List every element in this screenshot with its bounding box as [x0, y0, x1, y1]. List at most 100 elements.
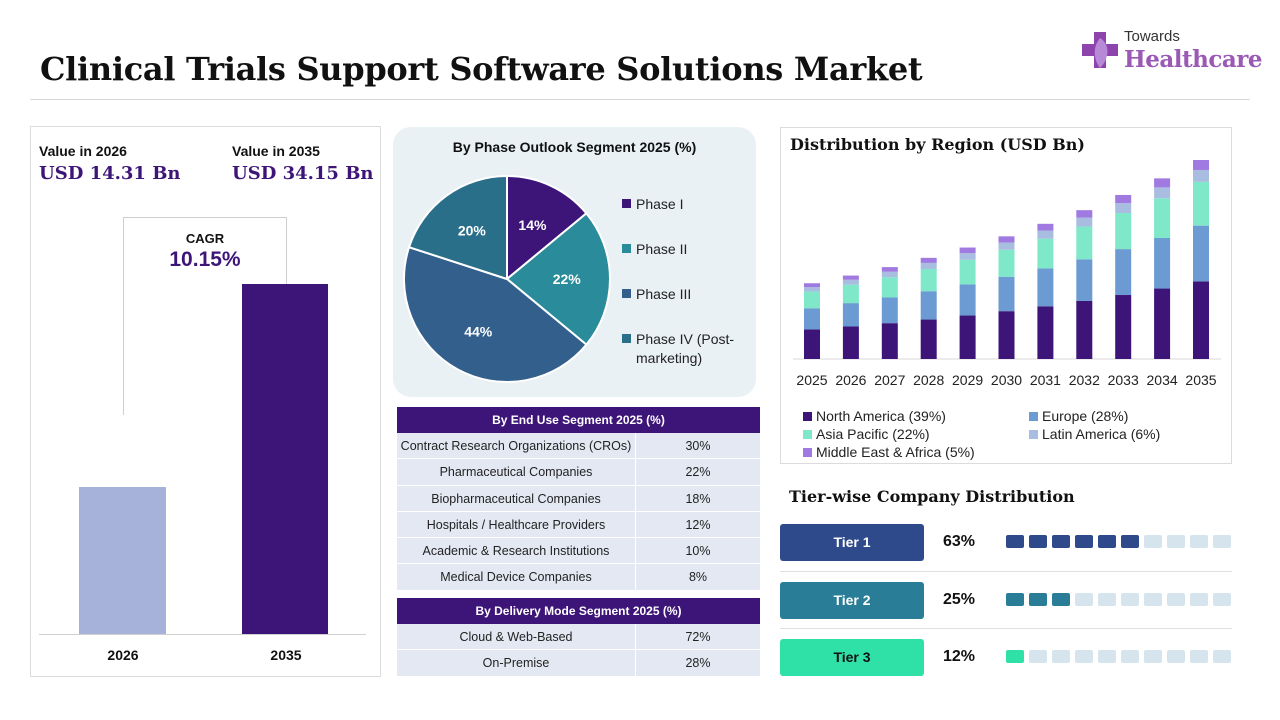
- region-bar-segment: [881, 267, 898, 272]
- legend-swatch: [622, 334, 631, 343]
- medical-cross-icon: [1082, 32, 1118, 68]
- row-value: 10%: [636, 538, 760, 564]
- value-2026: USD 14.31 Bn: [39, 163, 181, 184]
- region-x-tick-label: 2028: [913, 372, 944, 388]
- tier-row-1: Tier 1 63%: [780, 524, 1232, 564]
- tier-dot: [1052, 535, 1070, 548]
- legend-label: Phase II: [636, 241, 688, 257]
- tier-1-percent: 63%: [943, 533, 976, 550]
- region-bar-segment: [1037, 238, 1054, 269]
- region-bar-segment: [842, 284, 859, 304]
- tier-dot: [1075, 593, 1093, 606]
- row-value: 12%: [636, 511, 760, 538]
- region-x-tick-label: 2025: [796, 372, 827, 388]
- delivery-mode-table-header: By Delivery Mode Segment 2025 (%): [397, 598, 760, 624]
- region-bar-segment: [1154, 178, 1171, 188]
- region-bar-segment: [1193, 281, 1209, 359]
- region-bar-segment: [1115, 213, 1132, 250]
- tier-dot: [1144, 593, 1162, 606]
- region-bar-segment: [1076, 226, 1093, 260]
- row-label: Pharmaceutical Companies: [397, 459, 636, 485]
- region-bar-segment: [1154, 198, 1171, 238]
- pie-slice: [407, 174, 508, 281]
- region-x-tick-label: 2030: [991, 372, 1022, 388]
- region-bar-segment: [1076, 259, 1093, 301]
- pie-slice-label: 14%: [518, 217, 547, 233]
- region-stacked-bar-chart: 2025 2026 2027 2028 2029 2030 2031 2032 2033 2034…: [793, 160, 1221, 388]
- value-chart-axis: [39, 634, 366, 635]
- region-bar-segment: [1193, 160, 1209, 170]
- region-bar-segment: [1115, 295, 1132, 359]
- legend-swatch: [1029, 412, 1038, 421]
- legend-label: Phase III: [636, 286, 692, 302]
- legend-swatch: [803, 430, 812, 439]
- row-value: 18%: [636, 485, 760, 511]
- region-bar-segment: [1037, 230, 1054, 239]
- row-label: Contract Research Organizations (CROs): [397, 433, 636, 459]
- row-label: Cloud & Web-Based: [397, 624, 636, 650]
- tier-3-badge: Tier 3: [780, 639, 924, 676]
- tier-dot: [1006, 535, 1024, 548]
- tier-dot: [1121, 535, 1139, 548]
- legend-label: Phase I: [636, 196, 684, 212]
- region-x-tick-label: 2026: [835, 372, 866, 388]
- tier-dot: [1029, 650, 1047, 663]
- row-value: 22%: [636, 459, 760, 485]
- tier-2-dot-scale: [1006, 593, 1231, 606]
- region-bar-segment: [998, 276, 1015, 312]
- region-bar-segment: [1115, 203, 1132, 214]
- tier-3-percent: 12%: [943, 648, 976, 665]
- tier-3-dot-scale: [1006, 650, 1231, 663]
- phase-chart-title: By Phase Outlook Segment 2025 (%): [452, 139, 697, 155]
- legend-label: North America (39%): [816, 408, 946, 424]
- region-bar-segment: [1037, 268, 1054, 307]
- tier-dot: [1167, 650, 1185, 663]
- tier-dot: [1006, 593, 1024, 606]
- region-bar-segment: [998, 311, 1015, 359]
- region-chart-title: Distribution by Region (USD Bn): [790, 135, 1085, 154]
- tier-dot: [1213, 650, 1231, 663]
- table-row: Pharmaceutical Companies 22%: [397, 459, 760, 486]
- region-x-tick-label: 2031: [1030, 372, 1061, 388]
- legend-swatch: [803, 412, 812, 421]
- region-x-tick-label: 2034: [1147, 372, 1178, 388]
- region-bar-segment: [1115, 249, 1132, 296]
- value-2035: USD 34.15 Bn: [232, 163, 374, 184]
- row-label: Biopharmaceutical Companies: [397, 485, 636, 511]
- pie-slice: [505, 211, 611, 347]
- tier-dot: [1098, 650, 1116, 663]
- row-label: On-Premise: [397, 650, 636, 676]
- table-row: Contract Research Organizations (CROs) 3…: [397, 433, 760, 460]
- pie-slice-label: 22%: [553, 271, 582, 287]
- legend-swatch: [622, 199, 631, 208]
- table-row: Biopharmaceutical Companies 18%: [397, 485, 760, 512]
- region-bar-segment: [804, 329, 820, 359]
- phase-pie-chart: 14% 22% 44% 20%: [403, 174, 611, 383]
- tier-dot: [1052, 650, 1070, 663]
- region-bar-segment: [1193, 225, 1209, 282]
- end-use-table: By End Use Segment 2025 (%) Contract Res…: [397, 407, 760, 591]
- region-bar-segment: [842, 303, 859, 327]
- legend-swatch: [1029, 430, 1038, 439]
- region-x-tick-label: 2035: [1185, 372, 1216, 388]
- brand-logo: Towards Healthcare: [1080, 28, 1263, 78]
- region-bar-segment: [1076, 300, 1093, 359]
- legend-label: Europe (28%): [1042, 408, 1129, 424]
- legend-swatch: [622, 289, 631, 298]
- region-bar-segment: [1193, 169, 1209, 182]
- tier-dot: [1190, 650, 1208, 663]
- legend-label: Phase IV (Post-marketing): [636, 331, 735, 366]
- tier-dot: [1213, 593, 1231, 606]
- pie-slice-label: 20%: [458, 223, 487, 239]
- table-row: Academic & Research Institutions 10%: [397, 538, 760, 565]
- legend-label: Asia Pacific (22%): [816, 426, 930, 442]
- region-bar-segment: [959, 253, 976, 260]
- tier-dot: [1190, 535, 1208, 548]
- region-bar-segment: [881, 277, 898, 298]
- phase-outlook-panel: By Phase Outlook Segment 2025 (%) 14% 22%…: [393, 127, 756, 397]
- region-x-tick-label: 2027: [874, 372, 905, 388]
- table-row: Cloud & Web-Based 72%: [397, 624, 760, 651]
- tier-dot: [1213, 535, 1231, 548]
- region-bar-segment: [804, 291, 820, 309]
- region-bar-segment: [998, 249, 1015, 277]
